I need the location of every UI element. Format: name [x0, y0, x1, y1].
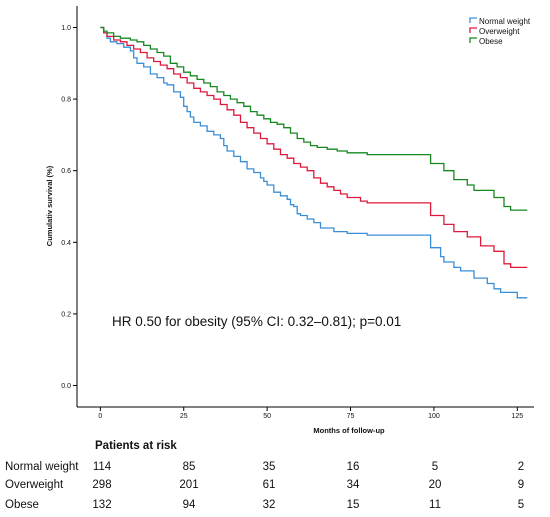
risk-cell: 298: [92, 479, 112, 491]
legend-label-obese: Obese: [479, 37, 503, 46]
survival-curve-overweight: [100, 26, 528, 269]
risk-cell: 11: [429, 499, 441, 511]
y-tick-label: 0.4: [61, 240, 71, 247]
x-tick-label: 50: [263, 413, 271, 420]
risk-cell: 85: [182, 461, 196, 473]
legend-label-overweight: Overweight: [479, 27, 520, 36]
risk-cell: 94: [182, 499, 196, 511]
y-axis-ticks: 0.0 0.2 0.4 0.6 0.8 1.0: [61, 25, 77, 390]
risk-cell: 15: [346, 499, 360, 511]
risk-cell: 5: [431, 461, 439, 473]
legend-marker-overweight: [469, 27, 477, 33]
risk-cell: 16: [346, 461, 360, 473]
legend-marker-obese: [469, 37, 477, 43]
x-tick-label: 100: [428, 413, 440, 420]
y-tick-label: 0.2: [61, 311, 71, 318]
hazard-ratio-annotation: HR 0.50 for obesity (95% CI: 0.32–0.81);…: [112, 314, 401, 329]
survival-curve-normal-weight: [100, 26, 528, 299]
x-tick-label: 0: [98, 413, 102, 420]
risk-cell: 20: [428, 479, 442, 491]
x-tick-label: 125: [511, 413, 523, 420]
plot-area: [100, 26, 528, 299]
risk-row-label: Obese: [5, 499, 39, 511]
y-tick-label: 0.8: [61, 97, 71, 104]
y-tick-label: 0.0: [61, 383, 71, 390]
x-axis-title: Months of follow-up: [313, 426, 385, 435]
legend-marker-normal-weight: [469, 17, 477, 23]
risk-cell: 32: [262, 499, 276, 511]
risk-cell: 114: [92, 461, 112, 473]
risk-cell: 132: [92, 499, 112, 511]
survival-curve-obese: [100, 26, 528, 211]
axes: [76, 6, 534, 408]
y-tick-label: 1.0: [61, 25, 71, 32]
risk-cell: 34: [346, 479, 360, 491]
risk-row-label: Overweight: [5, 479, 64, 491]
x-tick-label: 75: [347, 413, 355, 420]
risk-cell: 9: [517, 479, 525, 491]
y-tick-label: 0.6: [61, 168, 71, 175]
x-tick-label: 25: [180, 413, 188, 420]
y-axis-title: Cumulativ survival (%): [45, 165, 54, 246]
risk-cell: 201: [179, 479, 199, 491]
legend-label-normal-weight: Normal weight: [479, 17, 531, 26]
risk-row-label: Normal weight: [5, 461, 79, 473]
risk-cell: 35: [262, 461, 276, 473]
risk-cell: 2: [517, 461, 525, 473]
x-axis-ticks: 0 25 50 75 100 125: [98, 407, 523, 420]
risk-cell: 5: [517, 499, 525, 511]
km-survival-chart: 0.0 0.2 0.4 0.6 0.8 1.0 0 25 50 75 100 125 Cumulat…: [45, 6, 534, 435]
risk-table-title: Patients at risk: [95, 440, 177, 452]
risk-cell: 61: [262, 479, 276, 491]
